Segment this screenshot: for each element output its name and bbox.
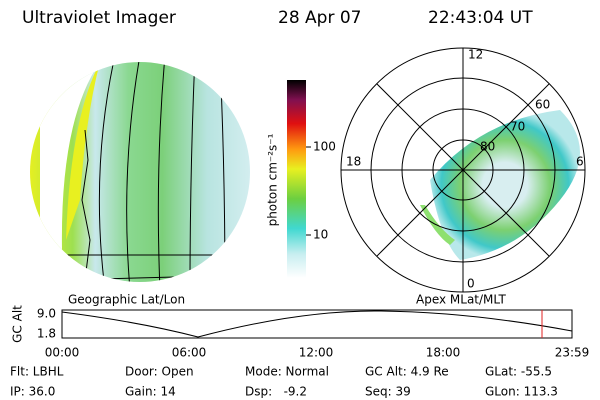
panel-label: Apex MLat/MLT [416,293,506,307]
lat-label: 80 [480,140,495,154]
lat-label: 70 [510,120,525,134]
info-field: IP: 36.0 [10,385,55,399]
colorbar-label: photon cm⁻²s⁻¹ [266,133,280,226]
info-field: Seq: 39 [365,385,411,399]
polar-grid [340,47,586,293]
x-tick-label: 23:59 [555,346,590,360]
info-field: GLat: -55.5 [485,365,552,379]
mlt-label: 12 [468,48,483,62]
lat-label: 60 [535,98,550,112]
info-field: Mode: Normal [245,365,329,379]
info-field: GLon: 113.3 [485,385,558,399]
info-panel: Flt: LBHL Door: Open Mode: Normal GC Alt: 4… [10,365,558,399]
mlt-label: 18 [346,155,361,169]
geo-image [30,62,250,282]
info-field: Door: Open [125,365,194,379]
plot-frame [61,309,573,339]
date: 28 Apr 07 [278,8,361,28]
mlt-label: 6 [576,155,584,169]
mlt-label: 0 [467,277,475,291]
x-tick-label: 18:00 [426,346,461,360]
info-field: Gain: 14 [125,385,176,399]
y-tick-label: 1.8 [37,327,56,341]
altitude-curve [61,310,573,338]
polar-image [420,110,580,260]
panel-label: Geographic Lat/Lon [68,293,185,307]
info-field: GC Alt: 4.9 Re [365,365,449,379]
info-field: Dsp: -9.2 [245,385,307,399]
time: 22:43:04 UT [428,8,533,28]
title: Ultraviolet Imager [22,8,176,28]
colorbar-tick-label: 10 [313,228,328,242]
colorbar [287,80,306,278]
y-tick-label: 9.0 [37,307,56,321]
x-tick-label: 06:00 [172,346,207,360]
info-field: Flt: LBHL [10,365,64,379]
axis-label: GC Alt [11,305,25,343]
x-tick-label: 12:00 [299,346,334,360]
x-tick-label: 00:00 [45,346,80,360]
colorbar-tick-label: 100 [313,140,336,154]
